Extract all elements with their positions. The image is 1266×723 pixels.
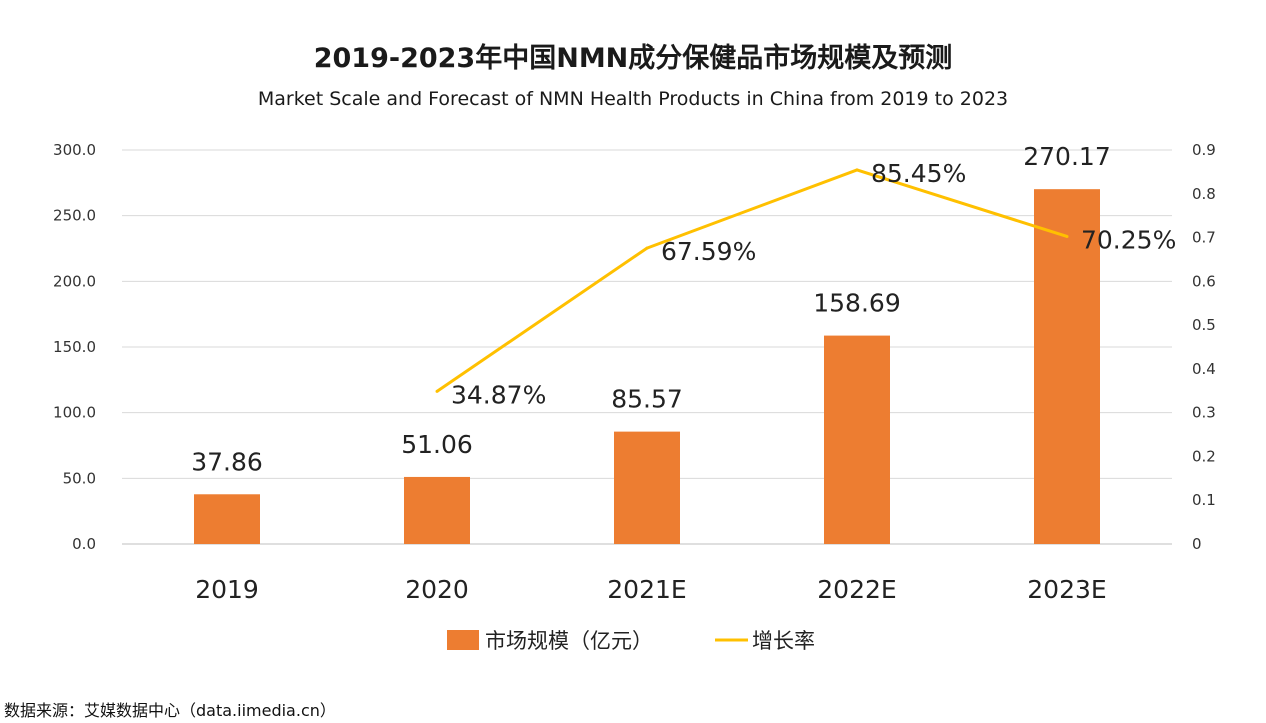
- x-tick-label: 2019: [195, 575, 259, 604]
- line-point: [855, 168, 859, 172]
- left-tick-label: 200.0: [53, 272, 96, 290]
- source-note: 数据来源：艾媒数据中心（data.iimedia.cn）: [4, 701, 336, 720]
- right-tick-label: 0.8: [1192, 185, 1216, 203]
- x-tick-label: 2020: [405, 575, 469, 604]
- left-y-axis: 0.0 50.0 100.0 150.0 200.0 250.0 300.0: [53, 141, 96, 553]
- left-tick-label: 50.0: [63, 469, 96, 487]
- right-tick-label: 0.7: [1192, 229, 1216, 247]
- bar: [404, 476, 470, 544]
- right-tick-label: 0.2: [1192, 447, 1216, 465]
- line-value-label: 34.87%: [451, 380, 546, 409]
- bar-value-label: 270.17: [1023, 142, 1110, 171]
- growth-rate-line: [436, 168, 1068, 393]
- bar: [614, 431, 680, 544]
- x-axis: 2019 2020 2021E 2022E 2023E: [195, 575, 1107, 604]
- left-tick-label: 0.0: [72, 535, 96, 553]
- right-tick-label: 0.6: [1192, 272, 1216, 290]
- x-tick-label: 2023E: [1027, 575, 1106, 604]
- right-tick-label: 0.1: [1192, 491, 1216, 509]
- bar-value-label: 158.69: [813, 289, 900, 318]
- bar-value-label: 37.86: [191, 447, 263, 476]
- left-tick-label: 300.0: [53, 141, 96, 159]
- x-tick-label: 2022E: [817, 575, 896, 604]
- line-point: [435, 389, 439, 393]
- legend-bar-label: 市场规模（亿元）: [485, 629, 653, 653]
- bar-series: [194, 189, 1100, 544]
- line-point: [1065, 234, 1069, 238]
- left-tick-label: 100.0: [53, 404, 96, 422]
- line-data-labels: 34.87% 67.59% 85.45% 70.25%: [451, 159, 1176, 409]
- right-tick-label: 0.4: [1192, 360, 1216, 378]
- bar-value-label: 51.06: [401, 430, 473, 459]
- legend-line-label: 增长率: [752, 629, 815, 653]
- line-point: [645, 246, 649, 250]
- bar: [194, 494, 260, 544]
- bar-data-labels: 37.86 51.06 85.57 158.69 270.17: [191, 142, 1111, 476]
- line-series: [435, 168, 1069, 393]
- right-y-axis: 0 0.1 0.2 0.3 0.4 0.5 0.6 0.7 0.8 0.9: [1192, 141, 1216, 553]
- right-tick-label: 0: [1192, 535, 1202, 553]
- right-tick-label: 0.5: [1192, 316, 1216, 334]
- chart-title: 2019-2023年中国NMN成分保健品市场规模及预测: [313, 43, 953, 74]
- legend-bar-swatch: [447, 630, 479, 650]
- bar-value-label: 85.57: [611, 385, 683, 414]
- legend: 市场规模（亿元） 增长率: [447, 629, 815, 653]
- right-tick-label: 0.3: [1192, 404, 1216, 422]
- chart-subtitle: Market Scale and Forecast of NMN Health …: [257, 88, 1009, 110]
- bar: [824, 335, 890, 544]
- left-tick-label: 150.0: [53, 338, 96, 356]
- bar: [1034, 189, 1100, 544]
- left-tick-label: 250.0: [53, 207, 96, 225]
- x-tick-label: 2021E: [607, 575, 686, 604]
- right-tick-label: 0.9: [1192, 141, 1216, 159]
- line-value-label: 70.25%: [1081, 225, 1176, 254]
- line-value-label: 85.45%: [871, 159, 966, 188]
- line-value-label: 67.59%: [661, 237, 756, 266]
